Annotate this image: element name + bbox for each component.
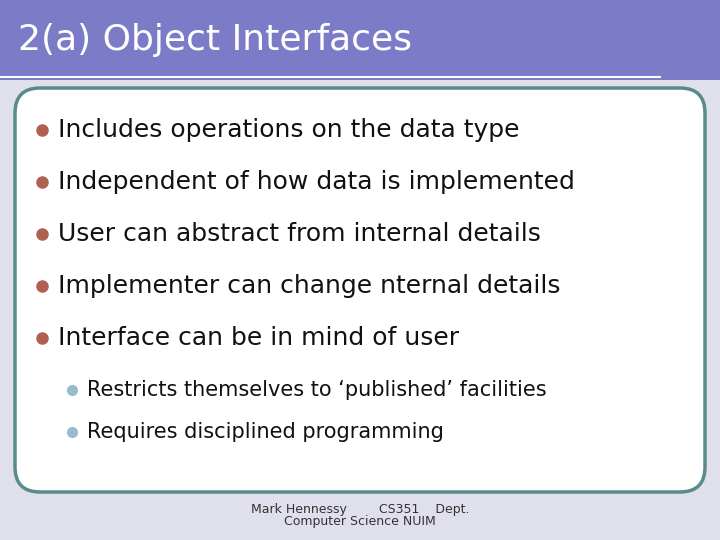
Text: Interface can be in mind of user: Interface can be in mind of user bbox=[58, 326, 459, 350]
Text: Independent of how data is implemented: Independent of how data is implemented bbox=[58, 170, 575, 194]
Text: Computer Science NUIM: Computer Science NUIM bbox=[284, 516, 436, 529]
Text: 2(a) Object Interfaces: 2(a) Object Interfaces bbox=[18, 23, 412, 57]
Bar bbox=[0, 0, 720, 80]
Text: Implementer can change nternal details: Implementer can change nternal details bbox=[58, 274, 560, 298]
FancyBboxPatch shape bbox=[15, 88, 705, 492]
Text: Requires disciplined programming: Requires disciplined programming bbox=[87, 422, 444, 442]
Text: User can abstract from internal details: User can abstract from internal details bbox=[58, 222, 541, 246]
Text: Includes operations on the data type: Includes operations on the data type bbox=[58, 118, 520, 142]
Text: Mark Hennessy        CS351    Dept.: Mark Hennessy CS351 Dept. bbox=[251, 503, 469, 516]
Text: Restricts themselves to ‘published’ facilities: Restricts themselves to ‘published’ faci… bbox=[87, 380, 546, 400]
